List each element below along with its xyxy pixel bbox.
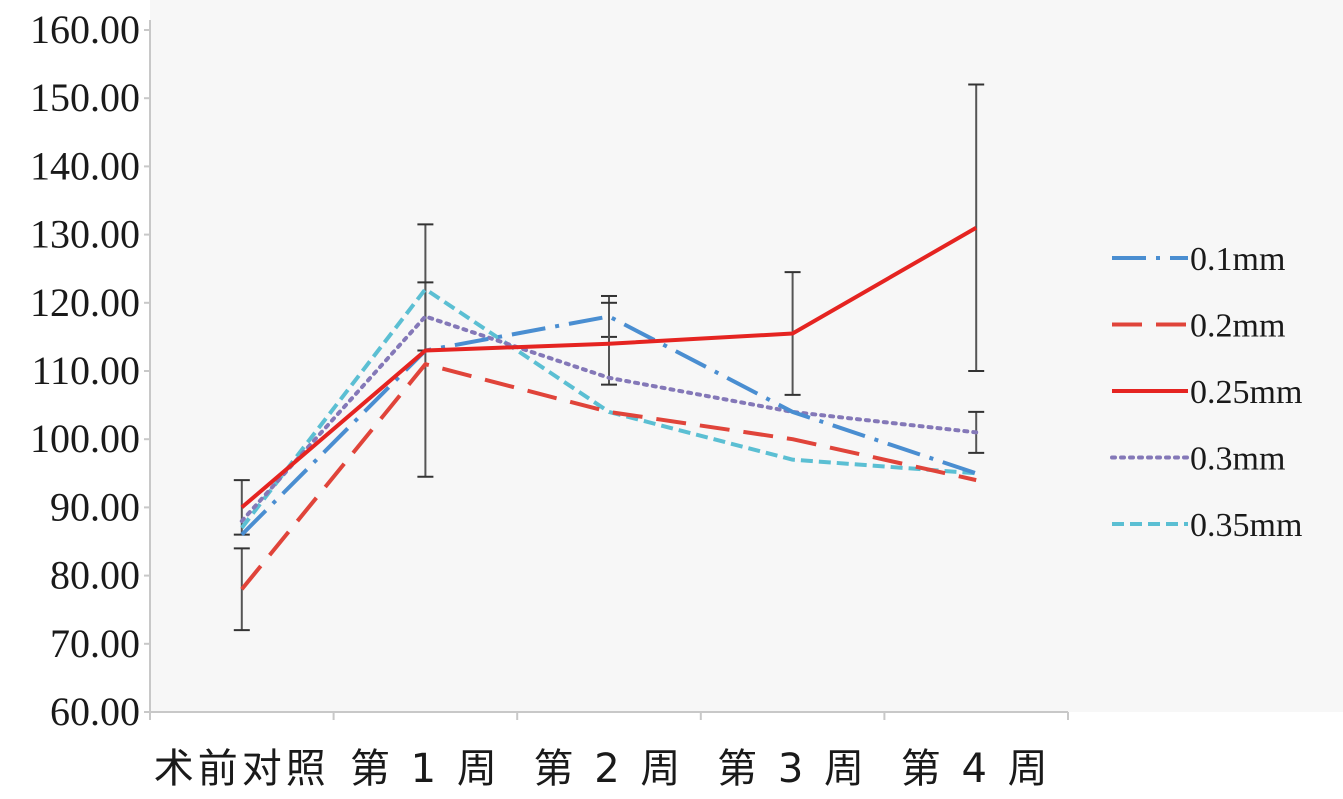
y-tick-label: 100.00: [30, 416, 140, 461]
y-tick-label: 150.00: [30, 75, 140, 120]
x-tick-label: 第 4 周: [901, 746, 1052, 792]
series-line-0_3mm: [239, 314, 979, 524]
y-tick-label: 80.00: [50, 553, 140, 598]
y-tick-label: 130.00: [30, 212, 140, 257]
x-tick-label: 第 1 周: [350, 746, 501, 792]
legend-label: 0.3mm: [1190, 441, 1285, 478]
series-line-0_2mm: [240, 362, 977, 591]
series-line-0_1mm: [240, 314, 977, 537]
series-line-0_35mm: [240, 287, 977, 530]
y-tick-label: 110.00: [31, 348, 140, 393]
y-tick-label: 120.00: [30, 280, 140, 325]
y-tick-label: 60.00: [50, 689, 140, 734]
legend-label: 0.1mm: [1190, 241, 1285, 278]
y-tick-label: 160.00: [30, 7, 140, 52]
plot-area: [150, 0, 1343, 712]
y-tick-label: 140.00: [30, 143, 140, 188]
legend-label: 0.2mm: [1190, 308, 1285, 345]
x-tick-label: 第 2 周: [534, 746, 685, 792]
x-tick-label: 第 3 周: [717, 746, 868, 792]
y-tick-label: 70.00: [50, 621, 140, 666]
series-line-0_25mm: [240, 226, 978, 509]
legend-label: 0.25mm: [1190, 374, 1302, 411]
legend-label: 0.35mm: [1190, 507, 1302, 544]
x-tick-label: 术前对照: [154, 746, 330, 792]
y-tick-label: 90.00: [50, 484, 140, 529]
